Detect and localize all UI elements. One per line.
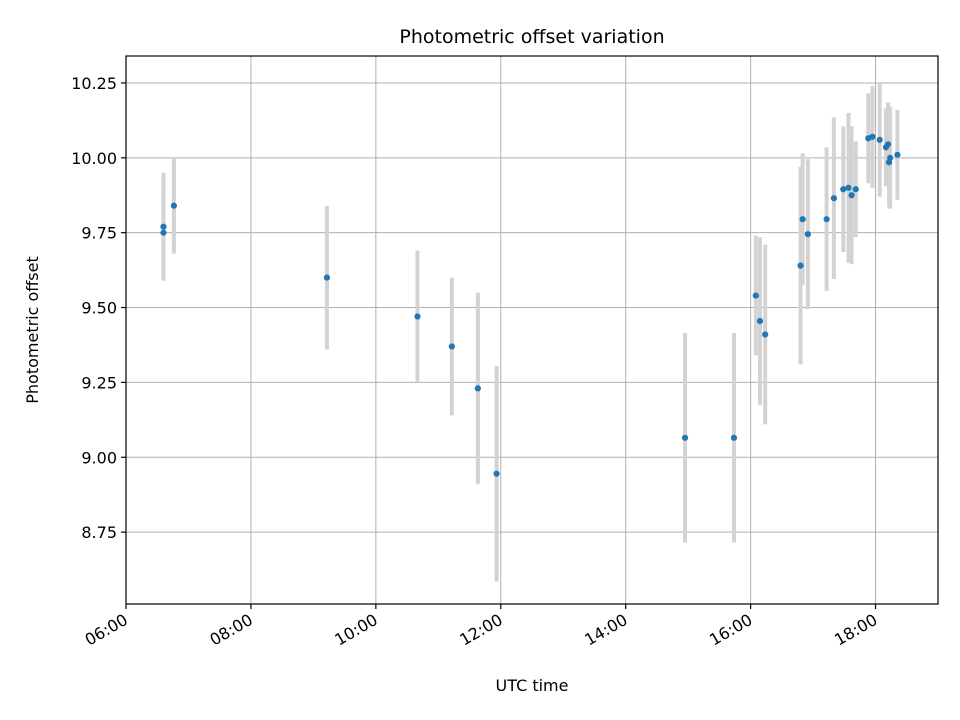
data-point — [797, 262, 804, 269]
data-point — [752, 292, 759, 299]
y-tick-label: 9.75 — [81, 224, 117, 243]
data-point — [756, 317, 764, 325]
data-point — [876, 136, 883, 143]
data-point — [884, 141, 892, 148]
y-axis-title: Photometric offset — [23, 256, 42, 404]
y-tick-label: 10.25 — [71, 74, 117, 93]
data-point — [852, 186, 859, 193]
data-point — [840, 186, 847, 193]
y-axis: 8.75 9.00 9.25 9.50 9.75 10.00 10.25 — [71, 74, 126, 542]
data-point — [823, 216, 830, 223]
data-point — [493, 470, 500, 477]
data-point — [448, 343, 455, 350]
y-tick-label: 8.75 — [81, 523, 117, 542]
data-point — [830, 195, 837, 202]
data-point — [762, 331, 769, 338]
data-point — [681, 434, 689, 441]
y-tick-label: 10.00 — [71, 149, 117, 168]
data-point — [799, 216, 806, 223]
data-point — [414, 313, 421, 320]
data-points — [160, 133, 901, 477]
plot-area-frame — [125, 55, 939, 605]
chart-title: Photometric offset variation — [399, 26, 664, 48]
data-point — [869, 133, 876, 140]
data-point — [894, 151, 901, 158]
y-tick-label: 9.50 — [81, 299, 117, 318]
data-point — [160, 223, 167, 230]
data-point — [170, 202, 177, 209]
y-tick-label: 9.25 — [81, 373, 117, 392]
y-tick-label: 9.00 — [81, 448, 117, 467]
data-point — [323, 274, 331, 281]
data-point — [887, 154, 894, 161]
data-point — [474, 385, 481, 392]
x-axis-title: UTC time — [496, 676, 569, 695]
data-point — [845, 184, 852, 191]
data-point — [160, 229, 167, 236]
data-point — [804, 231, 811, 238]
data-point — [848, 192, 855, 199]
data-point — [730, 434, 738, 441]
